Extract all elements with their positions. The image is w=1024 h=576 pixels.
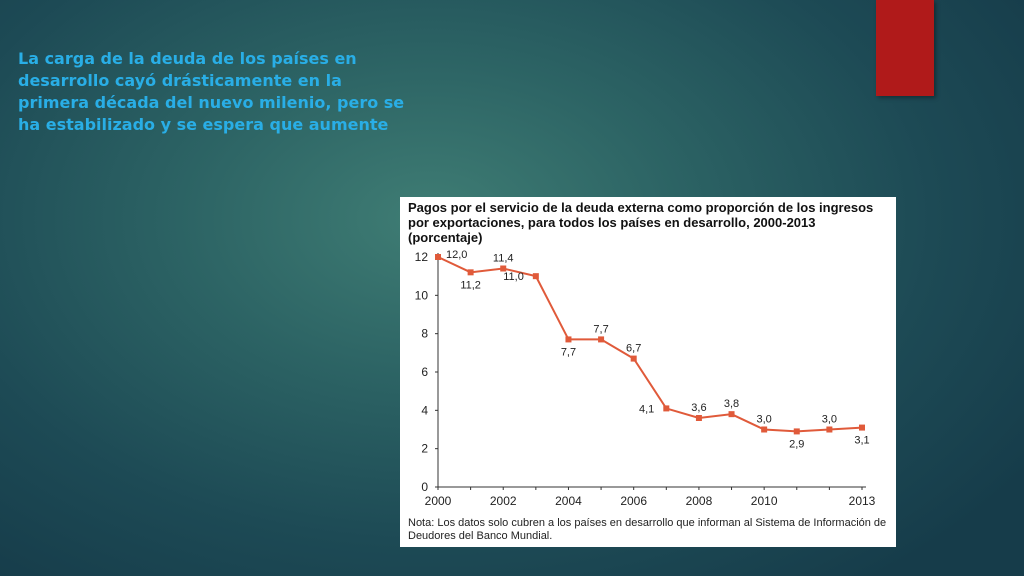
data-label: 7,7	[561, 346, 576, 358]
data-label: 6,7	[626, 343, 641, 355]
data-label: 2,9	[789, 438, 804, 450]
series-line	[437, 256, 863, 433]
x-tick-label: 2006	[620, 494, 647, 508]
y-tick-label: 6	[421, 365, 428, 379]
x-tick-label: 2010	[751, 494, 778, 508]
data-point	[500, 265, 507, 272]
x-tick-label: 2013	[849, 494, 876, 508]
data-label: 11,4	[493, 253, 514, 265]
data-point	[859, 424, 865, 431]
chart-title: Pagos por el servicio de la deuda extern…	[408, 200, 874, 245]
data-point	[467, 269, 474, 276]
data-point	[695, 415, 702, 421]
data-label: 3,0	[757, 414, 772, 426]
data-label: 3,8	[724, 398, 739, 410]
x-tick-label: 2000	[425, 494, 452, 508]
data-label: 3,0	[822, 414, 837, 426]
data-point	[793, 428, 800, 435]
y-tick-label: 0	[421, 480, 428, 494]
x-tick-label: 2004	[555, 494, 582, 508]
data-point	[532, 273, 539, 280]
data-label: 4,1	[639, 403, 654, 415]
data-point	[826, 426, 833, 433]
data-point	[630, 355, 637, 362]
data-label: 7,7	[593, 323, 608, 335]
accent-bar	[876, 0, 934, 96]
data-point	[598, 336, 605, 343]
data-label: 12,0	[446, 249, 467, 261]
data-point	[663, 405, 670, 412]
chart-note: Nota: Los datos solo cubren a los países…	[408, 517, 887, 542]
data-label: 11,0	[503, 271, 524, 283]
chart-figure: Pagos por el servicio de la deuda extern…	[400, 197, 896, 547]
y-tick-label: 4	[421, 403, 428, 417]
data-point	[728, 411, 735, 418]
y-tick-label: 2	[421, 442, 428, 456]
data-label: 3,6	[691, 402, 706, 414]
y-tick-label: 12	[415, 250, 429, 264]
data-point	[435, 254, 441, 260]
line-chart: 0 2 4 6 8 10 12 2000 2002 2004 2006 2008 2010 2013 12,…	[415, 249, 876, 508]
data-label: 11,2	[460, 279, 481, 291]
y-tick-label: 10	[415, 288, 429, 302]
data-point	[761, 426, 768, 433]
y-tick-label: 8	[421, 327, 428, 341]
x-tick-label: 2008	[686, 494, 713, 508]
x-tick-label: 2002	[490, 494, 517, 508]
data-point	[565, 336, 572, 343]
slide-title: La carga de la deuda de los países en de…	[18, 49, 405, 134]
data-label: 3,1	[854, 435, 869, 447]
